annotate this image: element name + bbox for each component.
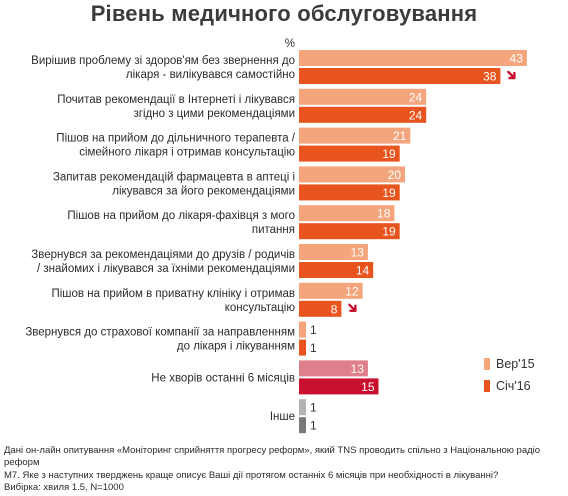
value-label-series2: 19 [382,147,396,161]
category-label: до лікаря і лікуванням [177,341,295,353]
bar-series1 [299,399,306,416]
footer-source: Дані он-лайн опитування «Моніторинг спри… [4,445,541,468]
category-label: сімейного лікаря і отримав консультацію [79,147,295,159]
bar-series2 [299,106,427,123]
category-label: лікаря - вилікувався самостійно [126,69,295,81]
category-label: Вирішив проблему зі здоров'ям без зверне… [31,55,295,67]
legend-label-series1: Вер'15 [496,357,535,371]
bar-series2 [299,262,374,278]
bar-series2 [299,300,342,317]
bar-series1 [299,127,411,144]
value-label-series1: 1 [310,401,317,415]
bar-series2 [299,68,501,84]
decrease-arrow-icon [507,70,516,80]
value-label-series2: 14 [356,264,370,278]
bar-series1 [299,360,368,377]
category-label: питання [252,224,295,236]
value-label-series2: 19 [382,186,396,200]
percent-unit-label: % [285,38,295,50]
value-label-series2: 8 [331,302,338,316]
chart-title: Рівень медичного обслуговування [90,1,478,26]
category-label: Звернувся за рекомендаціями до друзів / … [31,249,295,261]
category-label: Не хворів останні 6 місяців [151,372,295,384]
bar-series1 [299,50,527,66]
bar-series2 [299,417,306,434]
value-label-series2: 24 [409,108,423,122]
bar-series1 [299,244,368,260]
category-label: Інше [270,411,295,423]
value-label-series2: 1 [310,341,317,355]
legend-label-series2: Січ'16 [496,379,531,393]
value-label-series1: 12 [345,284,359,298]
value-label-series1: 18 [377,207,391,221]
category-label: Звернувся до страхової компанії за напра… [25,327,295,339]
bar-series2 [299,145,400,162]
bar-series2 [299,378,379,395]
value-label-series2: 15 [361,380,375,394]
value-label-series1: 21 [393,129,407,143]
value-label-series1: 13 [351,362,365,376]
category-label: згідно з цими рекомендаціями [134,108,295,120]
value-label-series1: 13 [351,246,365,260]
bar-series1 [299,205,395,222]
footer-question: М7. Яке з наступних тверджень краще опис… [4,470,499,481]
bar-series1 [299,282,363,299]
category-label: Почитав рекомендації в Інтернеті і лікув… [57,94,295,106]
decrease-arrow-icon [348,303,357,312]
bar-series2 [299,223,400,240]
bar-series1 [299,88,427,105]
legend-swatch-series1 [484,358,490,370]
footer-sample: Вибірка: хвиля 1.5, N=1000 [4,482,124,493]
value-label-series2: 38 [483,70,497,84]
category-label: Пішов на прийом до лікаря-фахівця з мого [67,210,295,222]
category-label: консультацію [225,302,296,314]
category-label: Пішов на прийом до дільничного терапевта… [56,133,296,145]
value-label-series1: 24 [409,90,423,104]
value-label-series2: 1 [310,419,317,433]
bar-series1 [299,166,405,183]
value-label-series1: 1 [310,323,317,337]
category-label: Пішов на прийом в приватну клініку і отр… [51,288,295,300]
value-label-series1: 20 [388,168,402,182]
legend-swatch-series2 [484,380,490,392]
value-label-series2: 19 [382,225,396,239]
category-label: лікувався за його рекомендаціями [112,185,295,197]
bar-series2 [299,339,306,356]
category-label: Запитав рекомендацій фармацевта в аптеці… [53,171,295,183]
value-label-series1: 43 [510,52,524,66]
category-label: / знайомих і лікувався за їхніми рекомен… [37,263,295,275]
bar-series1 [299,321,306,338]
bar-series2 [299,184,400,201]
